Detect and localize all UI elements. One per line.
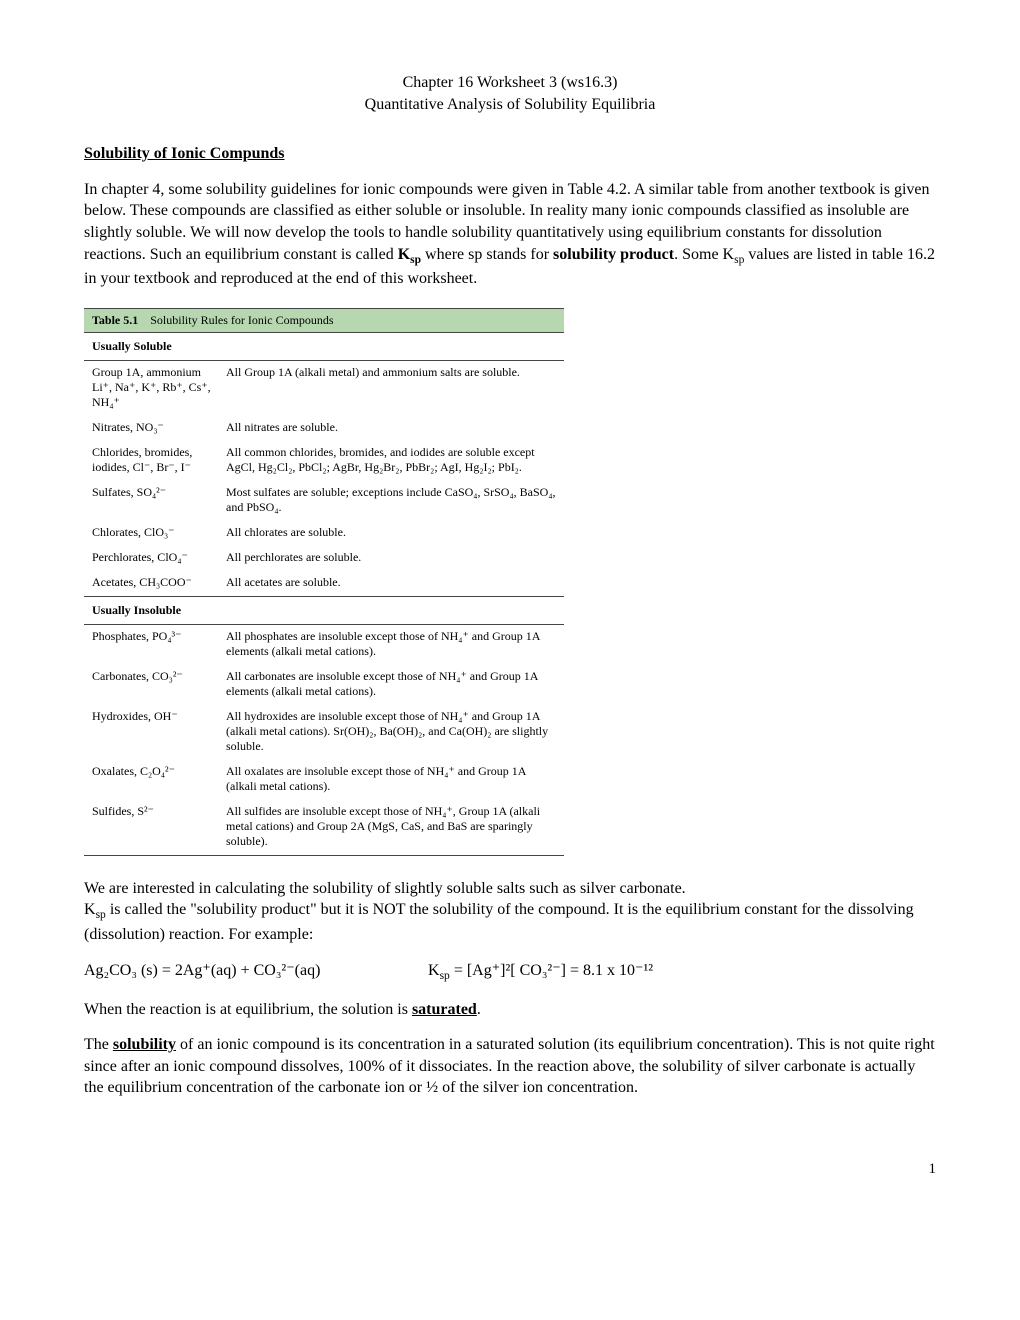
table-row: Carbonates, CO₃²⁻All carbonates are inso…	[84, 665, 564, 705]
rule-category: Chlorates, ClO₃⁻	[92, 525, 226, 540]
para4-c: of an ionic compound is its concentratio…	[84, 1036, 935, 1096]
insoluble-rows: Phosphates, PO₄³⁻All phosphates are inso…	[84, 625, 564, 855]
intro-paragraph: In chapter 4, some solubility guidelines…	[84, 179, 936, 290]
table-row: Acetates, CH₃COO⁻All acetates are solubl…	[84, 571, 564, 596]
rule-description: All Group 1A (alkali metal) and ammonium…	[226, 365, 556, 410]
table-row: Sulfides, S²⁻All sulfides are insoluble …	[84, 800, 564, 855]
rule-description: All chlorates are soluble.	[226, 525, 556, 540]
rule-description: All acetates are soluble.	[226, 575, 556, 590]
para4-a: The	[84, 1036, 113, 1053]
saturated-bold: saturated	[412, 1001, 477, 1018]
equation-line: Ag₂CO₃ (s) = 2Ag⁺(aq) + CO₃²⁻(aq) Ksp = …	[84, 960, 936, 985]
equation-rhs: Ksp = [Ag⁺]²[ CO₃²⁻] = 8.1 x 10⁻¹²	[428, 962, 653, 979]
table-title: Table 5.1 Solubility Rules for Ionic Com…	[84, 308, 564, 333]
rule-category: Acetates, CH₃COO⁻	[92, 575, 226, 590]
intro-text-c: . Some K	[674, 246, 734, 263]
rule-category: Nitrates, NO₃⁻	[92, 420, 226, 435]
doc-header: Chapter 16 Worksheet 3 (ws16.3) Quantita…	[84, 72, 936, 115]
title-line-2: Quantitative Analysis of Solubility Equi…	[84, 94, 936, 116]
para2-line1: We are interested in calculating the sol…	[84, 880, 686, 897]
table-title-text: Solubility Rules for Ionic Compounds	[150, 313, 333, 327]
soluble-rows: Group 1A, ammonium Li⁺, Na⁺, K⁺, Rb⁺, Cs…	[84, 361, 564, 596]
rule-category: Oxalates, C₂O₄²⁻	[92, 764, 226, 794]
table-row: Sulfates, SO₄²⁻Most sulfates are soluble…	[84, 481, 564, 521]
table-row: Phosphates, PO₄³⁻All phosphates are inso…	[84, 625, 564, 665]
rule-category: Carbonates, CO₃²⁻	[92, 669, 226, 699]
rule-description: All perchlorates are soluble.	[226, 550, 556, 565]
solubility-bold: solubility	[113, 1036, 176, 1053]
table-row: Oxalates, C₂O₄²⁻All oxalates are insolub…	[84, 760, 564, 800]
table-row: Chlorates, ClO₃⁻All chlorates are solubl…	[84, 521, 564, 546]
para2-rest: is called the "solubility product" but i…	[84, 901, 914, 943]
title-line-1: Chapter 16 Worksheet 3 (ws16.3)	[84, 72, 936, 94]
rule-description: All carbonates are insoluble except thos…	[226, 669, 556, 699]
rule-category: Perchlorates, ClO₄⁻	[92, 550, 226, 565]
table-row: Nitrates, NO₃⁻All nitrates are soluble.	[84, 416, 564, 441]
rule-category: Hydroxides, OH⁻	[92, 709, 226, 754]
usually-soluble-head: Usually Soluble	[84, 333, 564, 361]
rule-description: Most sulfates are soluble; exceptions in…	[226, 485, 556, 515]
ksp-symbol: K	[398, 246, 410, 263]
usually-insoluble-head: Usually Insoluble	[84, 597, 564, 625]
rule-category: Sulfates, SO₄²⁻	[92, 485, 226, 515]
table-row: Chlorides, bromides, iodides, Cl⁻, Br⁻, …	[84, 441, 564, 481]
solubility-rules-table: Table 5.1 Solubility Rules for Ionic Com…	[84, 308, 564, 856]
rule-description: All sulfides are insoluble except those …	[226, 804, 556, 849]
rule-description: All nitrates are soluble.	[226, 420, 556, 435]
paragraph-4: The solubility of an ionic compound is i…	[84, 1034, 936, 1099]
para3-c: .	[477, 1001, 481, 1018]
page-number: 1	[84, 1159, 936, 1179]
para3-a: When the reaction is at equilibrium, the…	[84, 1001, 412, 1018]
rule-description: All oxalates are insoluble except those …	[226, 764, 556, 794]
paragraph-3: When the reaction is at equilibrium, the…	[84, 999, 936, 1021]
rule-category: Chlorides, bromides, iodides, Cl⁻, Br⁻, …	[92, 445, 226, 475]
rule-description: All common chlorides, bromides, and iodi…	[226, 445, 556, 475]
paragraph-2: We are interested in calculating the sol…	[84, 878, 936, 946]
rule-category: Sulfides, S²⁻	[92, 804, 226, 849]
intro-text-b: where sp stands for	[421, 246, 553, 263]
table-row: Group 1A, ammonium Li⁺, Na⁺, K⁺, Rb⁺, Cs…	[84, 361, 564, 416]
table-row: Hydroxides, OH⁻All hydroxides are insolu…	[84, 705, 564, 760]
table-bottom-border	[84, 855, 564, 856]
table-number: Table 5.1	[92, 313, 138, 327]
rule-description: All hydroxides are insoluble except thos…	[226, 709, 556, 754]
rule-category: Phosphates, PO₄³⁻	[92, 629, 226, 659]
equation-lhs: Ag₂CO₃ (s) = 2Ag⁺(aq) + CO₃²⁻(aq)	[84, 960, 424, 982]
solubility-product-bold: solubility product	[553, 246, 674, 263]
table-row: Perchlorates, ClO₄⁻All perchlorates are …	[84, 546, 564, 571]
rule-category: Group 1A, ammonium Li⁺, Na⁺, K⁺, Rb⁺, Cs…	[92, 365, 226, 410]
rule-description: All phosphates are insoluble except thos…	[226, 629, 556, 659]
section-heading: Solubility of Ionic Compunds	[84, 143, 936, 165]
